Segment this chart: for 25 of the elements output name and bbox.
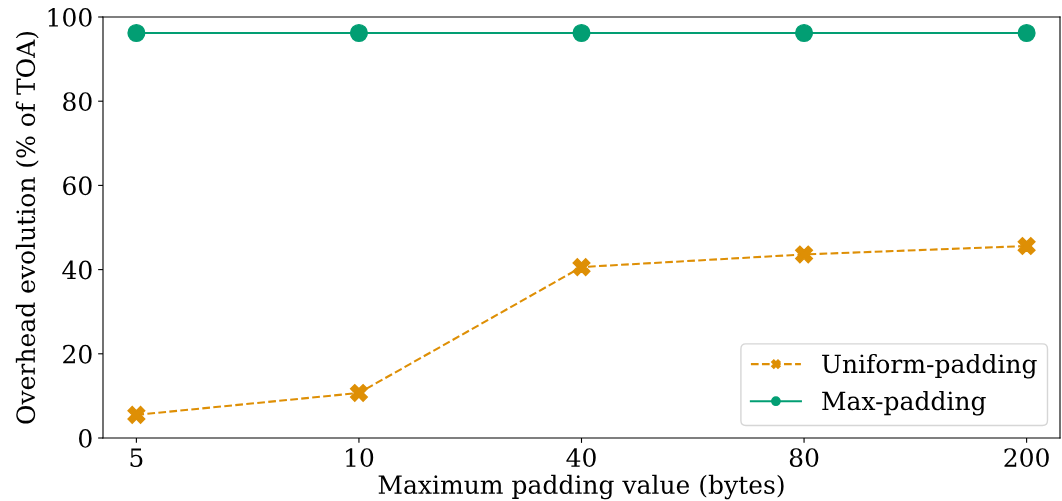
point (127, 405, 146, 424)
x-tick-label: 80 (789, 448, 819, 468)
legend-label: Uniform-padding (822, 353, 1037, 379)
point (127, 23, 146, 43)
point (795, 245, 814, 264)
y-tick-label: 40 (62, 260, 92, 280)
point (795, 23, 814, 43)
y-axis-title: Overhead evolution (% of TOA) (15, 31, 39, 424)
point (349, 383, 368, 402)
x-tick-label: 40 (566, 448, 596, 468)
y-tick-label: 100 (48, 7, 92, 27)
point (1017, 23, 1036, 43)
legend-label: Max-padding (822, 390, 986, 416)
x-tick-label: 5 (130, 448, 143, 468)
x-tick-label: 200 (1004, 448, 1049, 468)
x-axis-title: Maximum padding value (bytes) (378, 474, 784, 500)
point (572, 258, 591, 277)
y-tick-label: 60 (63, 176, 92, 196)
x-tick-label: 10 (346, 448, 374, 468)
y-tick-label: 80 (63, 92, 92, 112)
point (349, 23, 368, 43)
y-tick-label: 0 (79, 428, 92, 448)
y-tick-label: 20 (63, 344, 92, 364)
point (572, 23, 591, 43)
point (1017, 236, 1036, 256)
